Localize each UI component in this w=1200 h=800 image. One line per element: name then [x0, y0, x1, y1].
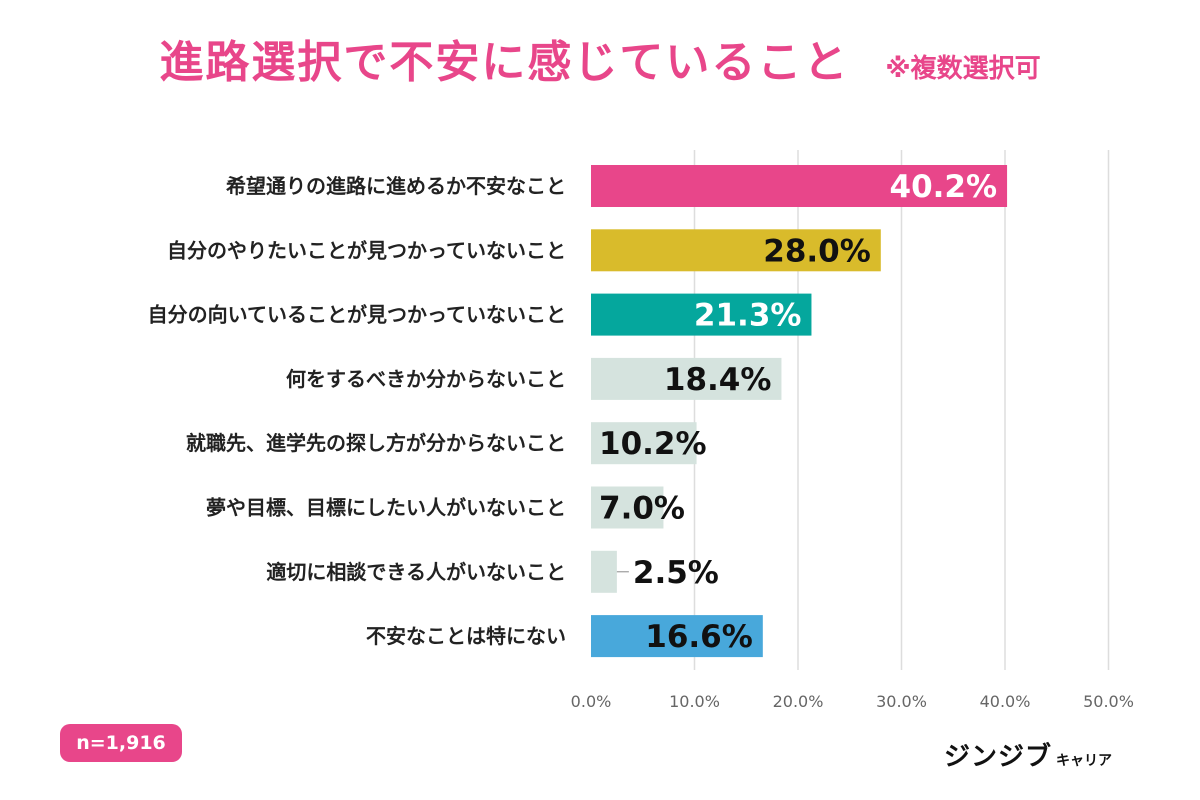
brand-name: ジンジブ [944, 742, 1053, 772]
value-label: 10.2% [599, 426, 707, 462]
x-tick-label: 50.0% [1083, 692, 1134, 711]
category-label: 自分のやりたいことが見つかっていないこと [167, 238, 566, 262]
bar [591, 357, 782, 400]
x-tick-label: 0.0% [571, 692, 612, 711]
bar [591, 486, 664, 529]
x-tick-label: 20.0% [773, 692, 824, 711]
value-label: 2.5% [633, 555, 719, 591]
value-label: 40.2% [890, 169, 998, 205]
x-tick-label: 40.0% [980, 692, 1031, 711]
bar [591, 550, 617, 593]
value-label: 21.3% [694, 298, 802, 334]
value-label: 28.0% [763, 233, 871, 269]
value-label: 16.6% [645, 619, 753, 655]
category-label: 夢や目標、目標にしたい人がいないこと [206, 496, 566, 520]
category-label: 希望通りの進路に進めるか不安なこと [226, 174, 566, 198]
category-label: 適切に相談できる人がいないこと [266, 560, 566, 584]
x-tick-label: 30.0% [876, 692, 927, 711]
chart-title: 進路選択で不安に感じていること [159, 37, 850, 88]
value-label: 18.4% [664, 362, 772, 398]
sample-size-badge: n=1,916 [60, 724, 182, 762]
bar [591, 229, 881, 272]
x-tick-label: 10.0% [669, 692, 720, 711]
bar [591, 293, 812, 336]
bar [591, 615, 763, 658]
multiple-choice-note: ※複数選択可 [885, 54, 1041, 84]
brand-logo: ジンジブ キャリア [944, 736, 1112, 776]
brand-sub-name: キャリア [1056, 753, 1113, 769]
bar [591, 422, 697, 465]
category-label: 自分の向いていることが見つかっていないこと [148, 303, 566, 327]
bar [591, 165, 1008, 207]
category-label: 就職先、進学先の探し方が分からないこと [186, 431, 566, 455]
category-label: 何をするべきか分からないこと [286, 367, 566, 391]
title-row: 進路選択で不安に感じていること ※複数選択可 [0, 26, 1200, 96]
category-label: 不安なことは特にない [366, 624, 566, 648]
value-label: 7.0% [599, 491, 685, 527]
